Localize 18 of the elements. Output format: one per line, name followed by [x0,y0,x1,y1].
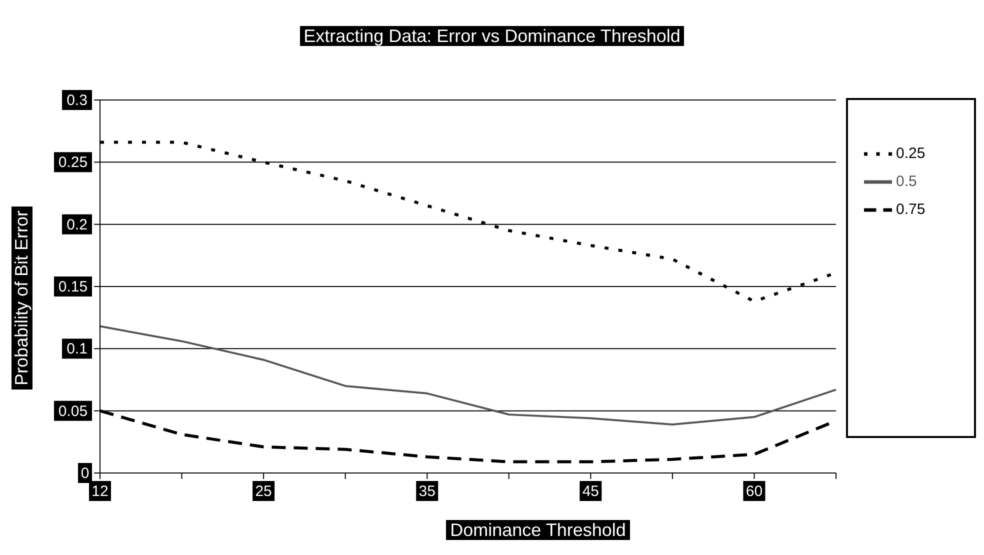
x-tick-label: 45 [582,483,600,500]
x-tick-label: 25 [255,483,272,500]
y-tick-label: 0.25 [58,154,88,172]
y-tick-label: 0.3 [66,92,88,109]
x-axis-title: Dominance Threshold [446,520,630,540]
y-tick-label: 0.1 [66,340,88,358]
y-tick-label: 0 [80,465,90,482]
y-tick-label: 0.2 [66,216,88,234]
y-axis-title: Probability of Bit Error [12,206,32,390]
y-tick-label: 0.05 [58,402,88,420]
chart-title: Extracting Data: Error vs Dominance Threshold [300,26,684,46]
x-tick-label: 12 [92,483,108,500]
legend-label: 0.75 [896,200,926,218]
y-tick-label: 0.15 [58,278,88,296]
legend-label: 0.5 [896,172,917,190]
x-tick-label: 35 [418,483,436,500]
legend-label: 0.25 [896,144,926,162]
x-tick-label: 60 [746,483,763,500]
